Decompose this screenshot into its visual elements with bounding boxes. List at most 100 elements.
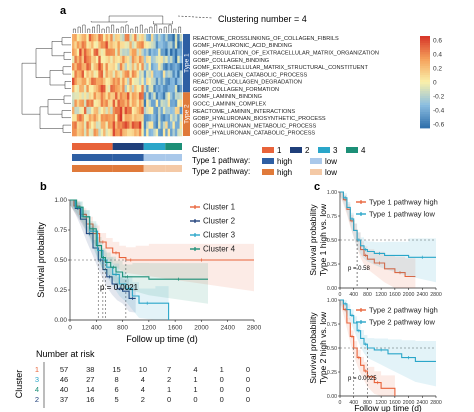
- heatmap-cell: [131, 99, 135, 108]
- heatmap-cell: [170, 106, 173, 115]
- heatmap-cell: [162, 128, 166, 137]
- pathway-label: GOMF_LAMININ_BINDING: [193, 94, 262, 100]
- heatmap-cell: [79, 63, 82, 71]
- heatmap-cell: [74, 55, 78, 64]
- heatmap-cell: [81, 63, 85, 71]
- heatmap-cell: [170, 85, 173, 93]
- heatmap-cell: [86, 128, 90, 137]
- km-plot-type1: 0.000.250.500.751.000 400 800 1200 1600 2000 2…: [308, 190, 442, 298]
- heatmap-cell: [138, 106, 142, 115]
- survival-curve: [340, 299, 396, 396]
- colorbar-segment: [420, 49, 430, 53]
- x-tick-label: 400: [91, 325, 102, 332]
- colorbar-segment: [420, 125, 430, 129]
- colorbar-segment: [420, 65, 430, 69]
- heatmap-cell: [100, 114, 104, 122]
- heatmap-cell: [153, 128, 156, 137]
- heatmap-cell: [115, 92, 118, 100]
- heatmap-cell: [179, 85, 183, 93]
- heatmap-cell: [103, 85, 106, 93]
- heatmap-cell: [124, 48, 128, 57]
- heatmap-cell: [95, 85, 99, 93]
- heatmap-cell: [81, 55, 85, 64]
- heatmap-cell: [72, 48, 75, 57]
- heatmap-cell: [98, 34, 101, 42]
- heatmap-cell: [117, 85, 121, 93]
- heatmap-cell: [136, 48, 140, 57]
- heatmap-cell: [93, 128, 97, 137]
- heatmap-cell: [167, 128, 171, 137]
- heatmap-cell: [170, 128, 173, 137]
- risk-count: 0: [220, 385, 224, 394]
- heatmap-cell: [131, 70, 135, 79]
- heatmap-cell: [150, 128, 154, 137]
- pathway-labels: REACTOME_CROSSLINKING_OF_COLLAGEN_FIBRIL…: [193, 36, 379, 137]
- heatmap-cell: [143, 85, 147, 93]
- heatmap-cell: [138, 48, 142, 57]
- heatmap-cell: [98, 77, 101, 86]
- heatmap-cell: [93, 41, 97, 49]
- x-tick-label: 400: [349, 400, 358, 406]
- heatmap-cell: [136, 92, 140, 100]
- risk-count: 14: [86, 385, 94, 394]
- heatmap-cell: [76, 77, 80, 86]
- y-tick-label: 1.00: [327, 298, 337, 304]
- heatmap-cell: [158, 41, 161, 49]
- heatmap-cell: [143, 55, 147, 64]
- heatmap-cell: [117, 48, 121, 57]
- heatmap-cell: [146, 77, 149, 86]
- heatmap-cell: [72, 41, 75, 49]
- heatmap-cell: [162, 55, 166, 64]
- colorbar-segment: [420, 38, 430, 41]
- colorbar-segment: [420, 47, 430, 51]
- heatmap-cell: [160, 77, 164, 86]
- heatmap-cell: [148, 41, 152, 49]
- x-tick-label: 1600: [389, 400, 401, 406]
- heatmap-cell: [107, 85, 111, 93]
- heatmap-cell: [138, 114, 142, 122]
- dendrogram-branch: [173, 28, 177, 33]
- heatmap-cell: [167, 114, 171, 122]
- heatmap-cell: [165, 77, 168, 86]
- colorbar-segment: [420, 111, 430, 115]
- heatmap-cell: [105, 48, 109, 57]
- dendrogram-branch: [130, 28, 134, 33]
- heatmap-cell: [170, 41, 173, 49]
- dendrogram-branch: [178, 26, 182, 33]
- x-tick-label: 1600: [168, 325, 183, 332]
- heatmap-cell: [138, 55, 142, 64]
- heatmap-cell: [165, 48, 168, 57]
- x-tick-label: 2400: [417, 400, 429, 406]
- heatmap-cell: [129, 41, 133, 49]
- heatmap-cell: [174, 128, 178, 137]
- dendrogram-branch: [62, 66, 71, 75]
- risk-count: 46: [60, 375, 68, 384]
- colorbar-segment: [420, 42, 430, 46]
- heatmap-cell: [110, 70, 113, 79]
- heatmap-cell: [170, 70, 173, 79]
- heatmap-cell: [141, 106, 145, 115]
- heatmap-cell: [148, 121, 152, 130]
- heatmap-cell: [93, 106, 97, 115]
- heatmap-cell: [81, 106, 85, 115]
- heatmap-cell: [136, 128, 140, 137]
- heatmap-cell: [124, 92, 128, 100]
- heatmap-cell: [112, 85, 116, 93]
- colorbar-segment: [420, 77, 430, 81]
- heatmap-cell: [81, 70, 85, 79]
- heatmap-cell: [95, 114, 99, 122]
- heatmap-cell: [141, 55, 145, 64]
- heatmap-cell: [174, 77, 178, 86]
- risk-count: 57: [60, 365, 68, 374]
- colorbar-segment: [420, 91, 430, 94]
- heatmap-cell: [79, 99, 82, 108]
- heatmap-cell: [112, 63, 116, 71]
- colorbar-segment: [420, 82, 430, 85]
- heatmap-cell: [112, 114, 116, 122]
- heatmap-cell: [74, 70, 78, 79]
- heatmap-cell: [79, 34, 82, 42]
- heatmap-cell: [103, 121, 106, 130]
- dendrogram-branch: [61, 110, 71, 119]
- x-tick-label: 2000: [403, 400, 415, 406]
- heatmap-cell: [146, 121, 149, 130]
